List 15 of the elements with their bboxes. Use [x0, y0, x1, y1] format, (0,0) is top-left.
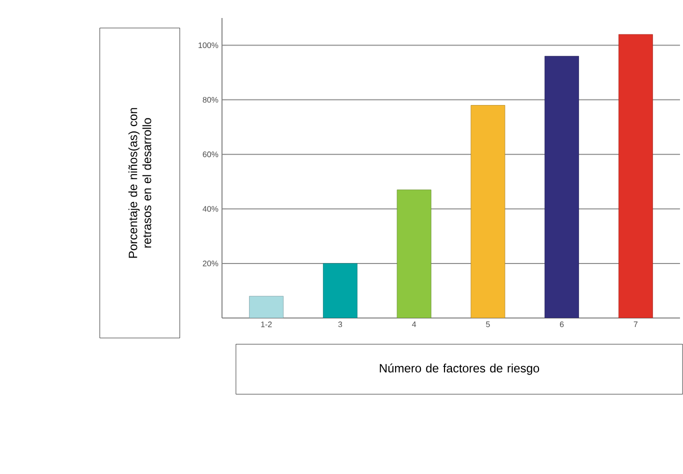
y-tick-label: 40%	[202, 206, 218, 212]
x-tick-label: 7	[634, 322, 638, 328]
x-tick-label: 6	[560, 322, 564, 328]
y-tick-label: 100%	[198, 42, 218, 48]
x-tick-label: 4	[412, 322, 416, 328]
y-tick-label: 60%	[202, 152, 218, 158]
y-tick-label: 20%	[202, 260, 218, 266]
bar	[544, 56, 579, 318]
x-tick-label: 3	[338, 322, 342, 328]
y-tick-label: 80%	[202, 96, 218, 103]
x-axis-title: Número de factores de riesgo	[380, 364, 540, 375]
x-tick-label: 5	[486, 322, 490, 328]
y-axis-title: Porcentaje de niños(as) con retrasos en el desarrollo	[128, 108, 152, 258]
x-tick-label: 1-2	[261, 322, 272, 328]
bar	[618, 34, 653, 318]
